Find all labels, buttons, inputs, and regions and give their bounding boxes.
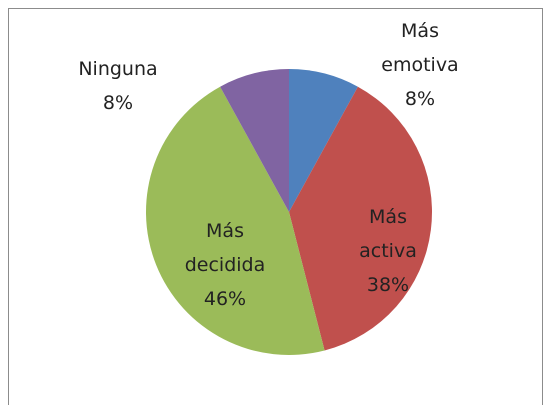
slice-label: Más activa 38% — [340, 200, 436, 302]
category-label: Más activa — [359, 206, 417, 262]
value-label: 8% — [102, 92, 134, 114]
slice-label: Ninguna 8% — [70, 52, 166, 120]
pie-slice — [146, 86, 325, 355]
category-label: Más decidida — [184, 220, 266, 276]
slice-label: Más decidida 46% — [177, 214, 273, 316]
category-label: Más emotiva — [381, 20, 459, 76]
pie-slice — [289, 86, 433, 351]
category-label: Ninguna — [78, 58, 158, 80]
pie-slice — [289, 69, 358, 212]
value-label: 8% — [404, 88, 436, 110]
value-label: 46% — [203, 288, 247, 310]
slice-label: Más emotiva 8% — [372, 14, 468, 116]
pie-slice — [220, 69, 289, 212]
value-label: 38% — [366, 274, 410, 296]
